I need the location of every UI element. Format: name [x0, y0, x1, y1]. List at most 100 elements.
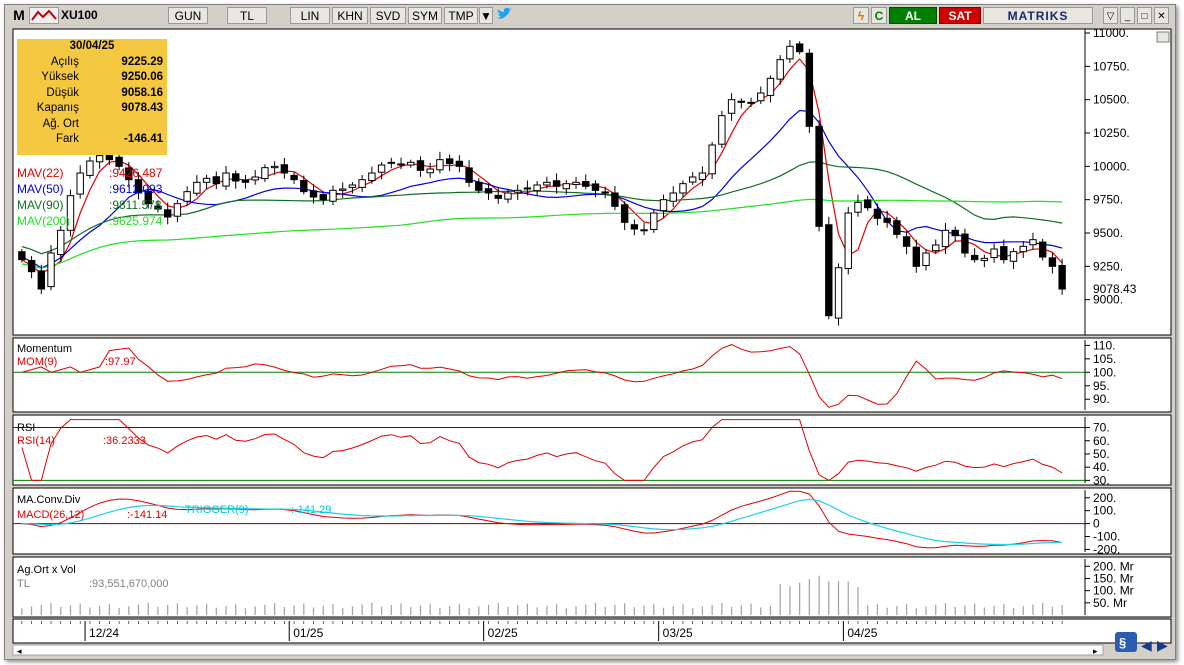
candle	[951, 226, 959, 242]
candle	[572, 176, 580, 189]
tmp-button[interactable]: TMP	[444, 7, 478, 24]
horizontal-scrollbar[interactable]	[12, 644, 1104, 656]
app-logo: M	[13, 7, 25, 23]
candle	[941, 223, 950, 254]
candle	[513, 184, 522, 201]
candle	[455, 155, 464, 173]
candle	[552, 173, 561, 194]
candle	[445, 154, 454, 172]
svd-button[interactable]: SVD	[370, 7, 406, 24]
volume-panel	[12, 556, 1172, 618]
info-label: Açılış	[50, 55, 79, 68]
mav-legend-item: MAV(50):9612.093	[17, 181, 162, 197]
price-tick-label: 10250.	[1093, 126, 1130, 140]
candle	[270, 161, 279, 175]
candle	[688, 172, 697, 185]
currency-button[interactable]: TL	[227, 7, 267, 24]
sym-button[interactable]: SYM	[408, 7, 442, 24]
sell-button[interactable]: SAT	[939, 7, 981, 24]
candle	[416, 156, 425, 177]
candle	[261, 164, 269, 182]
candle	[27, 256, 36, 279]
macd-tick-label: 0	[1093, 517, 1100, 531]
candle	[407, 159, 415, 168]
scroll-right-icon[interactable]: ▸	[1093, 646, 1098, 656]
prev-arrow-icon[interactable]: ◀	[1141, 637, 1152, 653]
candle	[1038, 238, 1047, 261]
price-tick-label: 10000.	[1093, 159, 1130, 173]
khn-button[interactable]: KHN	[332, 7, 368, 24]
info-row: Ağ. Ort	[17, 117, 167, 133]
momentum-tick-label: 110.	[1093, 338, 1115, 352]
lin-button[interactable]: LIN	[290, 7, 330, 24]
info-value: -146.41	[123, 133, 163, 145]
candle	[893, 216, 901, 239]
candle	[601, 186, 609, 199]
mav-name: MAV(50)	[17, 182, 64, 196]
dropdown-arrow-icon[interactable]: ▼	[479, 7, 493, 24]
macd-title: MA.Conv.Div	[17, 494, 81, 506]
candle	[397, 157, 405, 170]
twitter-icon[interactable]	[495, 7, 513, 24]
momentum-tick-label: 90.	[1093, 392, 1110, 406]
macd-tick-label: -200.	[1093, 542, 1120, 556]
refresh-icon[interactable]: C	[871, 7, 887, 24]
candle	[834, 263, 843, 326]
close-icon[interactable]: ✕	[1154, 7, 1169, 24]
candle	[795, 41, 804, 55]
candle	[193, 175, 201, 197]
rsi-panel	[12, 414, 1172, 486]
info-label: Ağ. Ort	[42, 117, 79, 130]
candle	[504, 189, 512, 204]
candle	[912, 239, 921, 273]
flash-icon[interactable]: ϟ	[853, 7, 869, 24]
candle	[582, 174, 590, 190]
mav-value: :9426.487	[109, 166, 163, 180]
momentum-tick-label: 95.	[1093, 379, 1110, 393]
candle	[358, 175, 366, 193]
x-axis-panel	[12, 618, 1172, 644]
candle	[640, 222, 648, 236]
svg-text:§: §	[1119, 635, 1126, 650]
momentum-series-label: MOM(9)	[17, 356, 57, 368]
volume-tick-label: 150. Mr	[1093, 571, 1134, 585]
maximize-icon[interactable]: □	[1137, 7, 1152, 24]
rsi-series-label: RSI(14)	[17, 435, 55, 447]
candle	[533, 181, 541, 196]
price-panel	[12, 28, 1172, 336]
info-row: Kapanış 9078.43	[17, 101, 167, 117]
candle	[202, 174, 211, 190]
price-tick-label: 9250.	[1093, 259, 1123, 273]
ohlc-info-box: 30/04/25 Açılış 9225.29 Yüksek 9250.06 Düşük…	[17, 39, 167, 155]
candle	[718, 110, 726, 148]
info-label: Yüksek	[41, 71, 79, 83]
buy-button[interactable]: AL	[889, 7, 937, 24]
mav-legend-item: MAV(90):9811.578	[17, 197, 162, 213]
macd-tick-label: 100.	[1093, 504, 1116, 518]
scroll-up-icon[interactable]	[1156, 31, 1170, 43]
candle	[562, 179, 571, 195]
volume-tick-label: 100. Mr	[1093, 584, 1134, 598]
candle	[222, 165, 230, 190]
scroll-left-icon[interactable]: ◂	[17, 646, 22, 656]
period-button[interactable]: GUN	[168, 7, 208, 24]
candle	[922, 249, 930, 271]
candle	[173, 199, 182, 223]
candle	[475, 178, 483, 194]
x-tick-label: 02/25	[488, 626, 518, 640]
candle	[37, 264, 46, 295]
next-arrow-icon[interactable]: ▶	[1157, 637, 1168, 653]
candle	[630, 219, 639, 236]
minimize-window-icon[interactable]: _	[1120, 7, 1135, 24]
symbol-icon[interactable]	[29, 7, 59, 24]
momentum-tick-label: 100.	[1093, 365, 1116, 379]
sync-icon[interactable]	[1115, 632, 1137, 652]
ma-line-mav90	[21, 161, 1063, 255]
rsi-tick-label: 40.	[1093, 460, 1110, 474]
candle	[232, 170, 240, 189]
candle	[620, 201, 629, 231]
minimize-icon[interactable]: ▽	[1103, 7, 1118, 24]
candle	[86, 156, 94, 179]
candle	[1058, 258, 1066, 295]
symbol-field[interactable]: XU100	[61, 8, 98, 22]
